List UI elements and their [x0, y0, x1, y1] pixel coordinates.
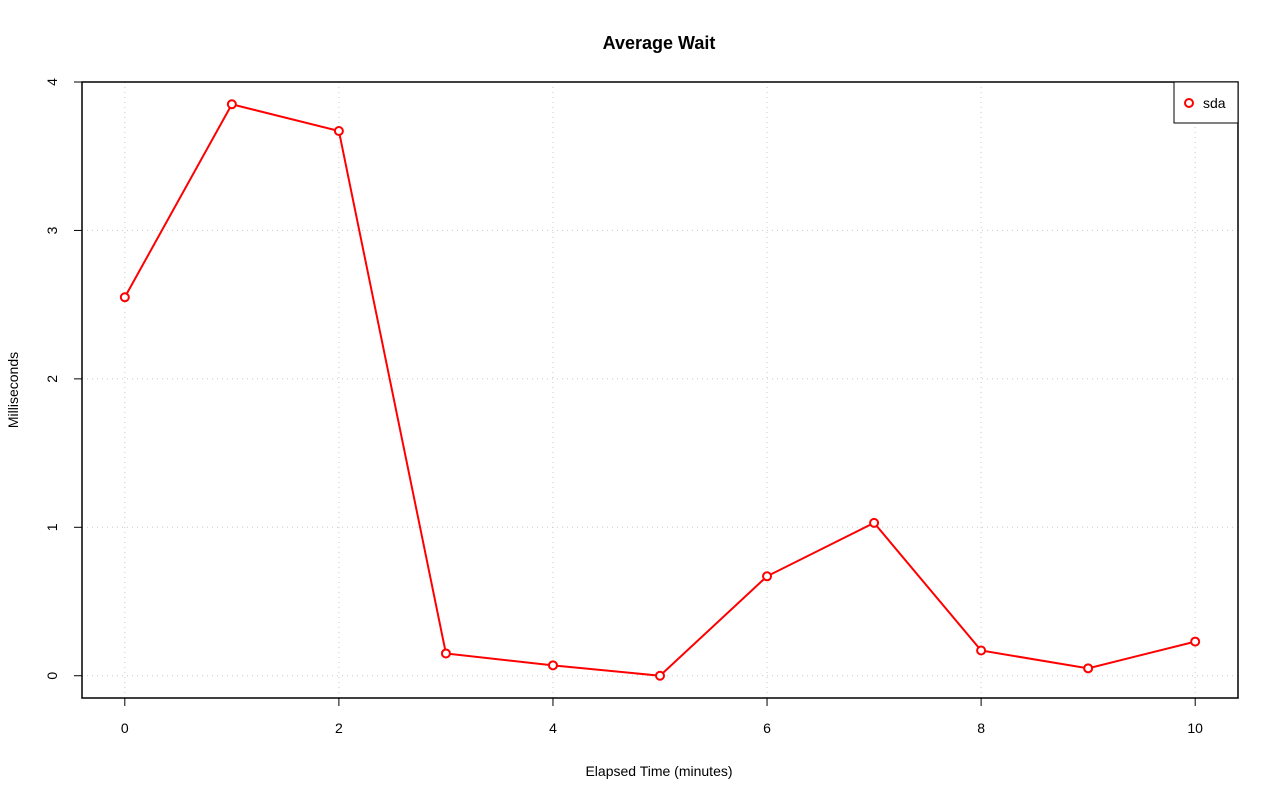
data-point — [655, 670, 665, 681]
data-point — [976, 645, 987, 656]
axes: 0 2 4 6 8 10 0 1 2 3 4 — [44, 78, 1239, 736]
data-point — [226, 99, 237, 110]
data-point — [547, 660, 558, 671]
x-tick-label: 4 — [549, 720, 557, 736]
chart-title: Average Wait — [603, 33, 716, 53]
plot-frame — [81, 81, 1239, 699]
x-tick-label: 6 — [763, 720, 771, 736]
y-axis-label: Milliseconds — [5, 352, 21, 428]
legend: sda — [1173, 81, 1239, 124]
x-tick-label: 0 — [121, 720, 129, 736]
data-point — [869, 517, 880, 528]
y-tick-label: 0 — [44, 672, 60, 680]
data-point — [440, 648, 451, 659]
data-point — [119, 292, 130, 303]
x-tick-label: 10 — [1187, 720, 1203, 736]
y-tick-label: 3 — [44, 226, 60, 234]
series-line-sda — [123, 103, 1196, 677]
y-tick-label: 1 — [44, 523, 60, 531]
data-point — [1083, 663, 1094, 674]
y-tick-label: 4 — [44, 78, 60, 86]
data-point — [1190, 636, 1201, 647]
gridlines — [82, 81, 1238, 698]
x-tick-label: 2 — [335, 720, 343, 736]
x-axis-label: Elapsed Time (minutes) — [585, 763, 732, 779]
x-tick-label: 8 — [977, 720, 985, 736]
series-layer — [119, 99, 1201, 681]
data-point — [762, 571, 773, 582]
legend-label-sda: sda — [1203, 95, 1226, 111]
y-tick-label: 2 — [44, 375, 60, 383]
legend-marker-icon — [1184, 98, 1194, 108]
data-point — [333, 125, 344, 136]
